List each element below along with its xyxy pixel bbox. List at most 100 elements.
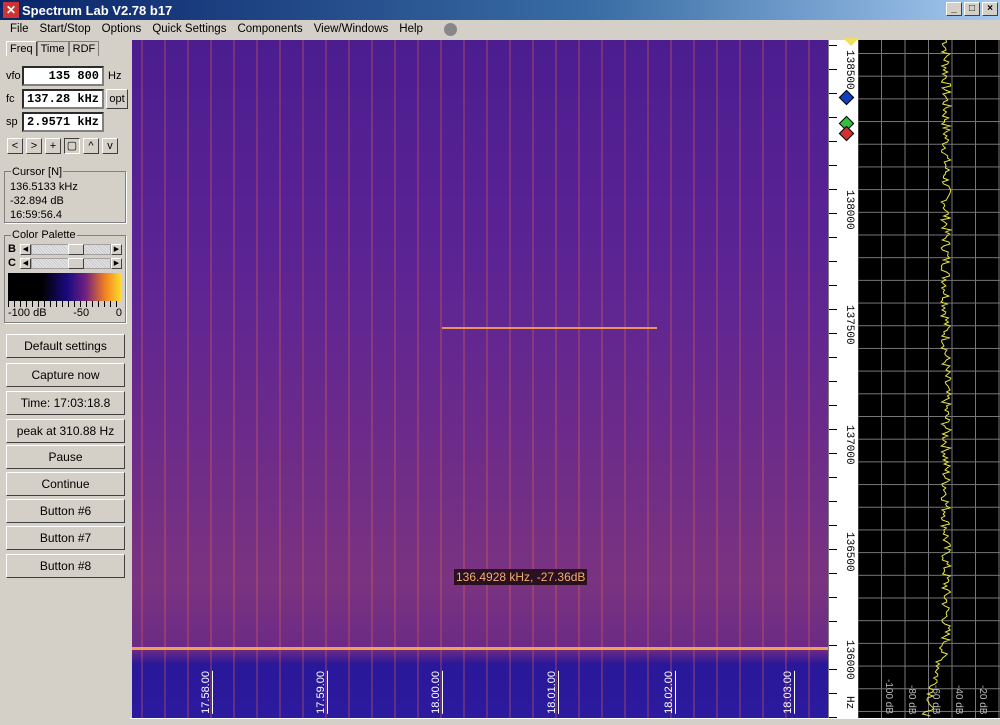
palette-title: Color Palette (11, 229, 77, 241)
axis-tick (829, 693, 837, 694)
spectrum-trace (921, 40, 953, 717)
tab-time[interactable]: Time (36, 41, 69, 56)
pause-button[interactable]: Pause (6, 445, 125, 469)
axis-tick (829, 405, 837, 406)
axis-tick (829, 237, 837, 238)
cursor-level: -32.894 dB (10, 195, 64, 207)
db-label: -20 dB (977, 684, 988, 714)
opt-button[interactable]: opt (106, 88, 128, 109)
menu-help[interactable]: Help (399, 23, 423, 35)
cursor-frequency: 136.5133 kHz (10, 181, 78, 193)
freq-label: 138000 (843, 190, 855, 230)
axis-tick (829, 213, 837, 214)
vfo-unit: Hz (108, 69, 122, 82)
palette-min: -100 dB (8, 307, 47, 319)
axis-tick (829, 69, 837, 70)
axis-tick (829, 333, 837, 334)
axis-tick (829, 357, 837, 358)
axis-tick (829, 45, 837, 46)
brightness-thumb[interactable] (68, 243, 84, 255)
maximize-button[interactable]: □ (964, 2, 980, 16)
menu-file[interactable]: File (10, 23, 29, 35)
button-6[interactable]: Button #6 (6, 499, 125, 523)
axis-tick (829, 309, 837, 310)
zoom-in-button[interactable]: + (45, 138, 61, 154)
button-8[interactable]: Button #8 (6, 554, 125, 578)
axis-tick (829, 189, 837, 190)
contrast-thumb[interactable] (68, 257, 84, 269)
axis-tick (829, 117, 837, 118)
brightness-slider[interactable] (31, 243, 111, 255)
palette-max: 0 (115, 307, 122, 319)
cursor-time: 16:59:56.4 (10, 209, 62, 221)
color-palette-bar (8, 273, 122, 301)
menu-view-windows[interactable]: View/Windows (313, 23, 389, 35)
axis-tick (829, 717, 837, 718)
horizontal-scrollbar[interactable] (130, 718, 1000, 725)
zoom-box-button[interactable]: ▢ (64, 138, 80, 154)
palette-ticks (8, 301, 122, 307)
tab-rdf[interactable]: RDF (68, 41, 100, 56)
axis-tick (829, 621, 837, 622)
control-panel: Freq Time RDF vfo 135 800 Hz fc 137.28 kHz o… (0, 38, 130, 725)
close-button[interactable]: × (982, 2, 998, 16)
signal-trace (442, 327, 657, 329)
scroll-left-button[interactable]: < (7, 138, 23, 154)
waterfall-display[interactable]: 136.4928 kHz, -27.36dB 17.58.00 17.59.00… (132, 40, 828, 718)
db-label: -60 dB (930, 684, 941, 714)
cursor-group: Cursor [N] 136.5133 kHz -32.894 dB 16:59… (4, 165, 126, 223)
menu-components[interactable]: Components (237, 23, 303, 35)
sp-input[interactable]: 2.9571 kHz (22, 111, 104, 132)
scroll-down-button[interactable]: v (102, 138, 118, 154)
brightness-right-arrow-icon[interactable]: ▶ (111, 243, 122, 255)
scroll-up-button[interactable]: ^ (83, 138, 99, 154)
axis-tick (829, 597, 837, 598)
freq-unit: Hz (843, 696, 855, 710)
axis-tick (829, 549, 837, 550)
color-palette-group: Color Palette B ◀ ▶ C ◀ ▶ -100 dB -50 0 (4, 229, 126, 323)
time-button[interactable]: Time: 17:03:18.8 (6, 391, 125, 415)
axis-tick (829, 93, 837, 94)
carrier-line (132, 647, 828, 650)
axis-tick (829, 261, 837, 262)
contrast-left-arrow-icon[interactable]: ◀ (20, 257, 31, 269)
vfo-input[interactable]: 135 800 (22, 65, 104, 86)
cursor-tooltip: 136.4928 kHz, -27.36dB (454, 569, 588, 585)
axis-tick (829, 645, 837, 646)
tab-freq[interactable]: Freq (6, 41, 37, 56)
continue-button[interactable]: Continue (6, 472, 125, 496)
fc-input[interactable]: 137.28 kHz (22, 88, 104, 109)
axis-tick (829, 477, 837, 478)
brightness-left-arrow-icon[interactable]: ◀ (20, 243, 31, 255)
spectrum-display[interactable]: -100 dB -80 dB -60 dB -40 dB -20 dB (858, 40, 1000, 718)
contrast-right-arrow-icon[interactable]: ▶ (111, 257, 122, 269)
window-title: Spectrum Lab V2.78 b17 (22, 2, 173, 18)
axis-tick (829, 285, 837, 286)
menu-quick-settings[interactable]: Quick Settings (152, 23, 227, 35)
fc-label: fc (6, 92, 15, 105)
menu-start-stop[interactable]: Start/Stop (39, 23, 91, 35)
frequency-axis[interactable]: 138500 138000 137500 137000 136500 13600… (828, 38, 859, 718)
marker-red-icon[interactable] (838, 125, 855, 142)
marker-yellow-icon[interactable] (843, 38, 859, 46)
marker-blue-icon[interactable] (838, 89, 855, 106)
axis-tick (829, 573, 837, 574)
status-led-icon (443, 22, 457, 36)
axis-tick (829, 669, 837, 670)
minimize-button[interactable]: _ (946, 2, 962, 16)
contrast-slider[interactable] (31, 257, 111, 269)
scroll-right-button[interactable]: > (26, 138, 42, 154)
default-settings-button[interactable]: Default settings (6, 334, 125, 358)
button-7[interactable]: Button #7 (6, 526, 125, 550)
time-label: 17.59.00 (315, 671, 328, 714)
capture-now-button[interactable]: Capture now (6, 363, 125, 387)
menu-options[interactable]: Options (101, 23, 142, 35)
freq-label: 138500 (843, 50, 855, 90)
time-label: 18.02.00 (663, 671, 676, 714)
cursor-title: Cursor [N] (11, 165, 64, 179)
axis-tick (829, 141, 837, 142)
db-label: -100 dB (883, 678, 894, 714)
axis-tick (829, 165, 837, 166)
axis-tick (829, 525, 837, 526)
peak-button[interactable]: peak at 310.88 Hz (6, 419, 125, 443)
